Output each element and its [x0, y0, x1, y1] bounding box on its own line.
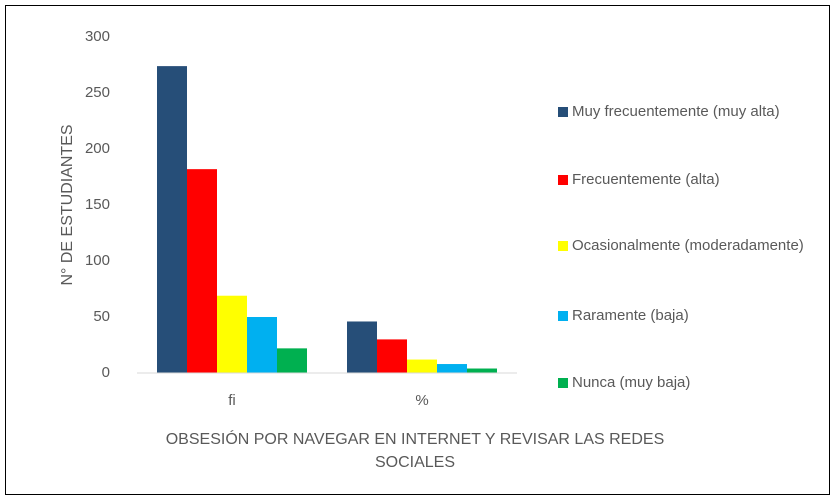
bar: [247, 317, 277, 373]
legend-item: Ocasionalmente (moderadamente): [558, 235, 820, 257]
legend-label: Muy frecuentemente (muy alta): [572, 103, 780, 120]
y-tick-label: 300: [85, 28, 110, 45]
legend-item: Nunca (muy baja): [558, 372, 820, 394]
bar: [437, 364, 467, 373]
legend-item: Muy frecuentemente (muy alta): [558, 101, 820, 123]
frame: [5, 5, 830, 495]
bar: [407, 359, 437, 373]
y-tick-label: 250: [85, 84, 110, 101]
legend-swatch: [558, 107, 568, 117]
y-axis-title: N° DE ESTUDIANTES: [59, 124, 76, 285]
bar: [347, 321, 377, 373]
bar: [467, 368, 497, 373]
y-tick-label: 150: [85, 196, 110, 213]
bar: [157, 66, 187, 374]
legend-swatch: [558, 175, 568, 185]
legend-item: Raramente (baja): [558, 305, 820, 327]
y-tick-label: 50: [93, 308, 110, 325]
legend-swatch: [558, 311, 568, 321]
legend-swatch: [558, 241, 568, 251]
bar: [187, 169, 217, 373]
legend-label: Nunca (muy baja): [572, 374, 691, 391]
legend-item: Frecuentemente (alta): [558, 169, 820, 191]
legend-label: Raramente (baja): [572, 307, 689, 324]
legend-swatch: [558, 378, 568, 388]
x-axis-title: OBSESIÓN POR NAVEGAR EN INTERNET Y REVIS…: [165, 431, 665, 471]
x-tick-label: fi: [228, 392, 236, 409]
legend-label: Frecuentemente (alta): [572, 171, 720, 188]
bar: [277, 348, 307, 373]
y-tick-label: 200: [85, 140, 110, 157]
legend-label: Ocasionalmente (moderadamente): [572, 237, 804, 254]
y-tick-label: 0: [102, 364, 110, 381]
bar: [217, 295, 247, 373]
y-tick-label: 100: [85, 252, 110, 269]
x-tick-label: %: [415, 392, 428, 409]
bar: [377, 339, 407, 373]
